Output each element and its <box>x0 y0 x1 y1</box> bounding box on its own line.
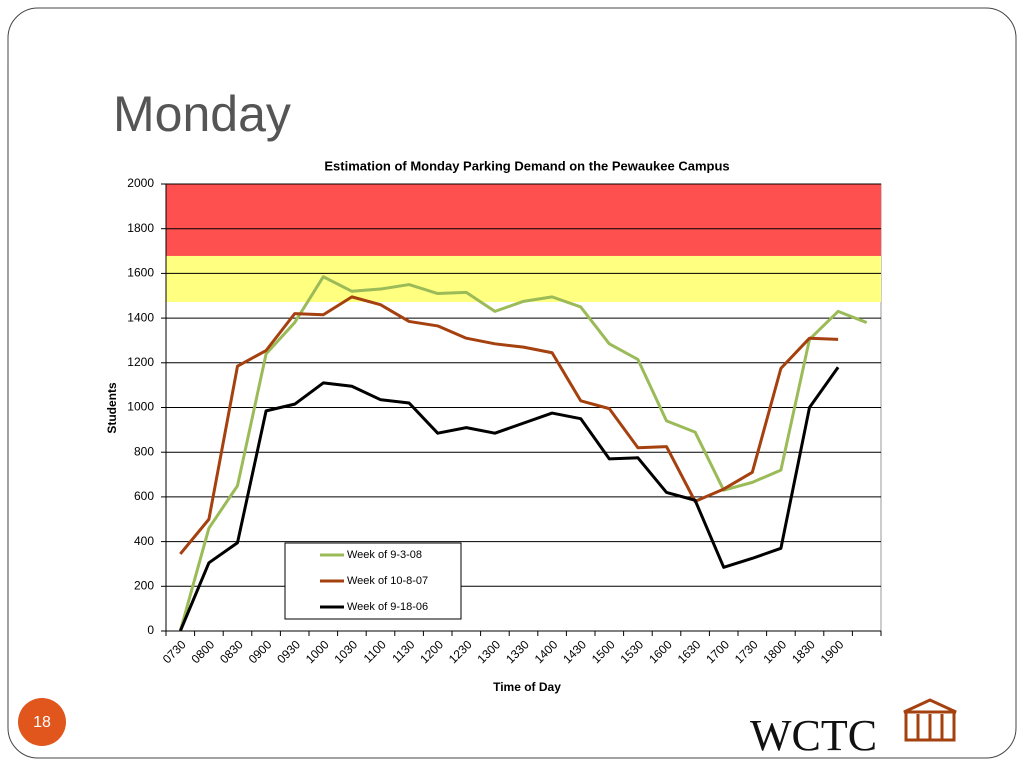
y-tick-label: 600 <box>134 489 154 503</box>
series-line <box>178 275 868 632</box>
y-tick-label: 2000 <box>127 176 154 190</box>
y-tick-label: 1400 <box>127 310 154 324</box>
y-tick-label: 1800 <box>127 221 154 235</box>
slide-number: 18 <box>33 714 51 731</box>
series-line <box>178 366 840 632</box>
threshold-band <box>166 255 881 303</box>
y-tick-label: 1200 <box>127 355 154 369</box>
x-axis-label: Time of Day <box>493 680 561 694</box>
logo-icon <box>903 698 957 742</box>
y-tick-label: 0 <box>147 623 154 637</box>
y-axis-label: Students <box>105 382 119 434</box>
chart-title: Estimation of Monday Parking Demand on t… <box>324 158 729 173</box>
slide-title: Monday <box>113 86 291 142</box>
legend-box <box>284 542 462 620</box>
series-line <box>179 295 839 555</box>
legend-label: Week of 9-18-06 <box>347 601 428 613</box>
y-tick-label: 1600 <box>127 266 154 280</box>
logo-text: WCTC <box>750 711 877 760</box>
y-tick-label: 800 <box>134 444 154 458</box>
legend-label: Week of 10-8-07 <box>347 575 428 587</box>
y-tick-label: 200 <box>134 578 154 592</box>
y-tick-label: 1000 <box>127 400 154 414</box>
threshold-band <box>166 184 881 256</box>
legend-label: Week of 9-3-08 <box>347 549 422 561</box>
slide-number-badge <box>18 698 66 746</box>
y-tick-label: 400 <box>134 534 154 548</box>
